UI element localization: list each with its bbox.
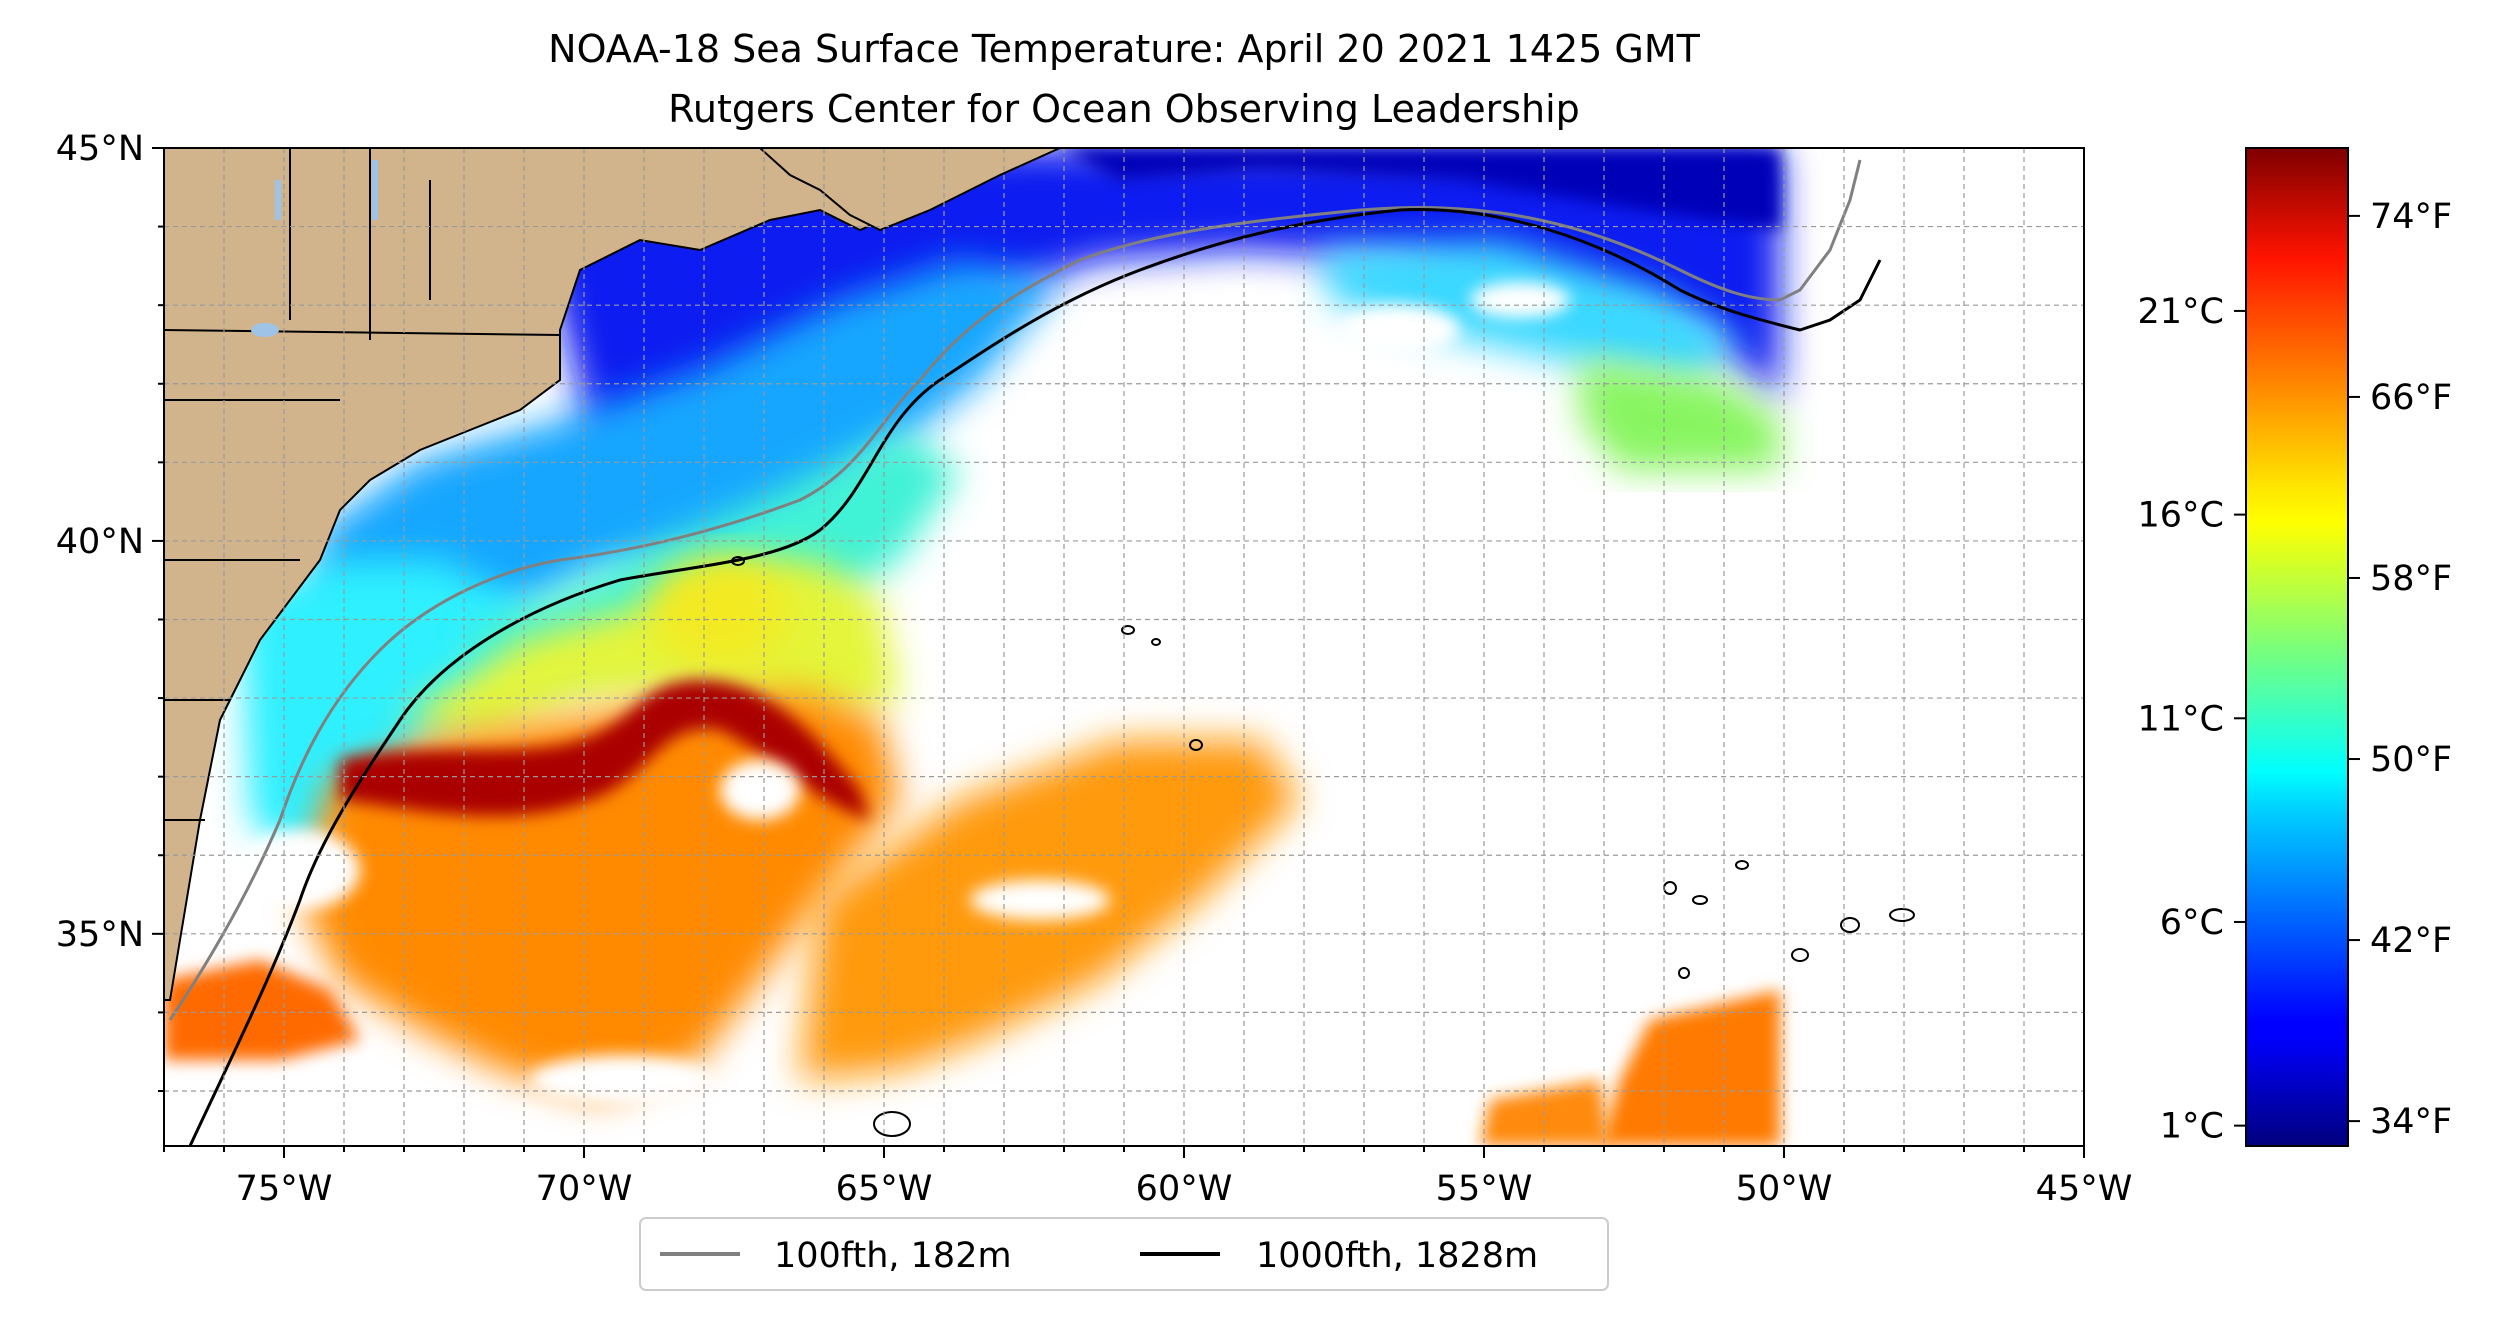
colorbar-fahrenheit-label: 58°F xyxy=(2370,559,2452,599)
colorbar-ticks: 1°C 6°C 11°C 16°C 21°C 34°F 42°F 50°F 58°F 66°F 74… xyxy=(2138,197,2453,1147)
isobath-100fth xyxy=(168,159,1862,1021)
colorbar-celsius-label: 16°C xyxy=(2138,496,2224,536)
land-nova-scotia xyxy=(758,148,1061,232)
sst-slope-water xyxy=(460,430,960,680)
colorbar-fahrenheit-label: 66°F xyxy=(2370,378,2452,418)
map-area xyxy=(164,148,2084,1146)
colorbar-fahrenheit-label: 34°F xyxy=(2370,1102,2452,1142)
x-tick-label: 60°W xyxy=(1136,1169,1233,1209)
colorbar-gradient xyxy=(2245,147,2349,1147)
sst-field xyxy=(164,148,1780,1146)
colorbar-celsius-label: 6°C xyxy=(2160,903,2224,943)
isobath-1000fth xyxy=(188,208,1882,1146)
x-tick-label: 55°W xyxy=(1436,1169,1533,1209)
map-gridlines xyxy=(164,148,2084,1146)
y-tick-label: 45°N xyxy=(56,129,144,169)
x-tick-label: 70°W xyxy=(536,1169,633,1209)
lakes xyxy=(251,160,378,337)
x-tick-label: 45°W xyxy=(2036,1169,2133,1209)
legend-label-100fth: 100fth, 182m xyxy=(774,1236,1012,1276)
state-borders xyxy=(164,148,561,821)
colorbar-fahrenheit-label: 74°F xyxy=(2370,197,2452,237)
colorbar-fahrenheit-label: 50°F xyxy=(2370,740,2452,780)
isobath-legend: 100fth, 182m 1000fth, 1828m xyxy=(639,1217,1609,1291)
sst-cold-north-edge xyxy=(1060,148,1780,230)
map-title-line2: Rutgers Center for Ocean Observing Leade… xyxy=(668,87,1580,131)
colorbar-celsius-label: 11°C xyxy=(2138,699,2224,739)
x-tick-label: 50°W xyxy=(1736,1169,1833,1209)
sst-ne-green-patch xyxy=(1580,360,1780,470)
x-tick-label: 65°W xyxy=(836,1169,933,1209)
sst-se-warm-patch-2 xyxy=(1480,1080,1610,1146)
x-tick-label: 75°W xyxy=(236,1169,333,1209)
sst-se-warm-patch xyxy=(1600,990,1780,1146)
colorbar-fahrenheit-label: 42°F xyxy=(2370,921,2452,961)
seamount-contours xyxy=(731,556,1915,1137)
colorbar-celsius-label: 1°C xyxy=(2160,1107,2224,1147)
cloud-gaps xyxy=(240,282,1570,1105)
legend-box xyxy=(639,1217,1609,1291)
legend-label-1000fth: 1000fth, 1828m xyxy=(1256,1236,1538,1276)
map-axis-ticks: 75°W 70°W 65°W 60°W 55°W 50°W 45°W 35°N 40°N 45°N xyxy=(56,129,2133,1209)
colorbar-celsius-label: 21°C xyxy=(2138,292,2224,332)
colorbar: 1°C 6°C 11°C 16°C 21°C 34°F 42°F 50°F 58°F 66°F 74… xyxy=(2138,147,2453,1147)
sst-cold-gulf-of-maine xyxy=(540,148,1780,470)
sst-gulf-stream-core xyxy=(340,680,870,820)
sst-warm-core-ring xyxy=(650,555,790,665)
y-tick-label: 35°N xyxy=(56,915,144,955)
map-title-line1: NOAA-18 Sea Surface Temperature: April 2… xyxy=(548,27,1700,71)
y-tick-label: 40°N xyxy=(56,522,144,562)
sst-southern-warm-band xyxy=(164,960,360,1060)
land-mass xyxy=(164,148,1051,1001)
